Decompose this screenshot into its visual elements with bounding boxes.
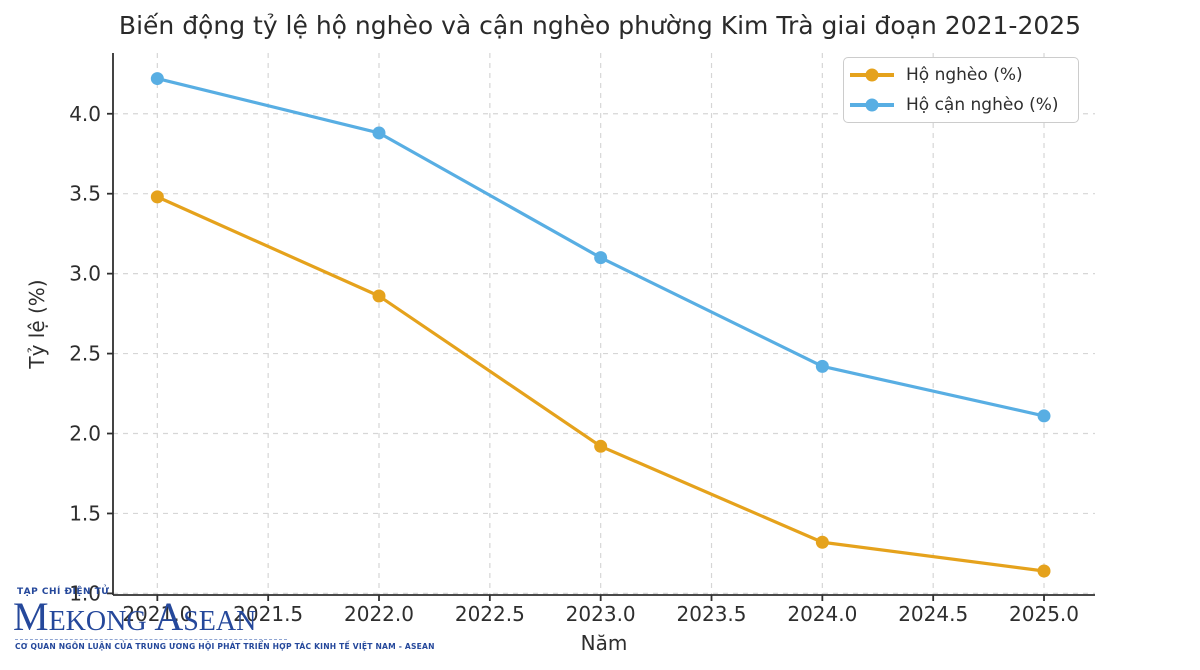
- watermark-tagline: CƠ QUAN NGÔN LUẬN CỦA TRUNG ƯƠNG HỘI PHÁ…: [15, 642, 435, 651]
- data-point-marker: [372, 126, 386, 140]
- y-tick-label: 3.5: [69, 182, 101, 206]
- watermark-top-text: TẠP CHÍ ĐIỆN TỬ: [17, 587, 110, 597]
- y-tick-label: 2.0: [69, 422, 101, 446]
- x-tick-label: 2021.5: [233, 602, 303, 626]
- chart-legend: Hộ nghèo (%) Hộ cận nghèo (%): [843, 57, 1079, 123]
- data-point-marker: [150, 72, 164, 86]
- data-point-marker: [594, 439, 608, 453]
- legend-item-ho-can-ngheo: Hộ cận nghèo (%): [850, 92, 1070, 118]
- legend-line-sample-blue: [850, 98, 894, 112]
- x-tick-label: 2024.0: [787, 602, 857, 626]
- x-tick-label: 2025.0: [1009, 602, 1079, 626]
- x-tick-label: 2023.0: [566, 602, 636, 626]
- data-point-marker: [815, 359, 829, 373]
- x-tick-label: 2021.0: [122, 602, 192, 626]
- legend-marker-icon: [865, 98, 879, 112]
- x-tick-label: 2023.5: [677, 602, 747, 626]
- y-axis-label: Tỷ lệ (%): [25, 279, 49, 369]
- data-point-marker: [1037, 564, 1051, 578]
- legend-label: Hộ cận nghèo (%): [906, 95, 1059, 115]
- y-tick-label: 3.0: [69, 262, 101, 286]
- legend-label: Hộ nghèo (%): [906, 65, 1023, 85]
- legend-line-sample-orange: [850, 68, 894, 82]
- watermark-divider: [15, 639, 287, 640]
- legend-item-ho-ngheo: Hộ nghèo (%): [850, 62, 1070, 88]
- legend-marker-icon: [865, 68, 879, 82]
- y-tick-label: 2.5: [69, 342, 101, 366]
- y-tick-label: 4.0: [69, 102, 101, 126]
- watermark-logo-text: Mekong Asean: [13, 594, 257, 639]
- data-point-marker: [815, 535, 829, 549]
- y-tick-label: 1.5: [69, 501, 101, 525]
- y-tick-label: 1.0: [69, 581, 101, 605]
- chart-title: Biến động tỷ lệ hộ nghèo và cận nghèo ph…: [118, 11, 1082, 40]
- x-tick-label: 2024.5: [898, 602, 968, 626]
- data-point-marker: [594, 251, 608, 265]
- x-tick-label: 2022.0: [344, 602, 414, 626]
- x-axis-label: Năm: [581, 631, 628, 655]
- x-tick-label: 2022.5: [455, 602, 525, 626]
- data-point-marker: [150, 190, 164, 204]
- data-point-marker: [1037, 409, 1051, 423]
- data-point-marker: [372, 289, 386, 303]
- mekong-asean-watermark-logo: TẠP CHÍ ĐIỆN TỬ Mekong Asean CƠ QUAN NGÔ…: [13, 587, 435, 651]
